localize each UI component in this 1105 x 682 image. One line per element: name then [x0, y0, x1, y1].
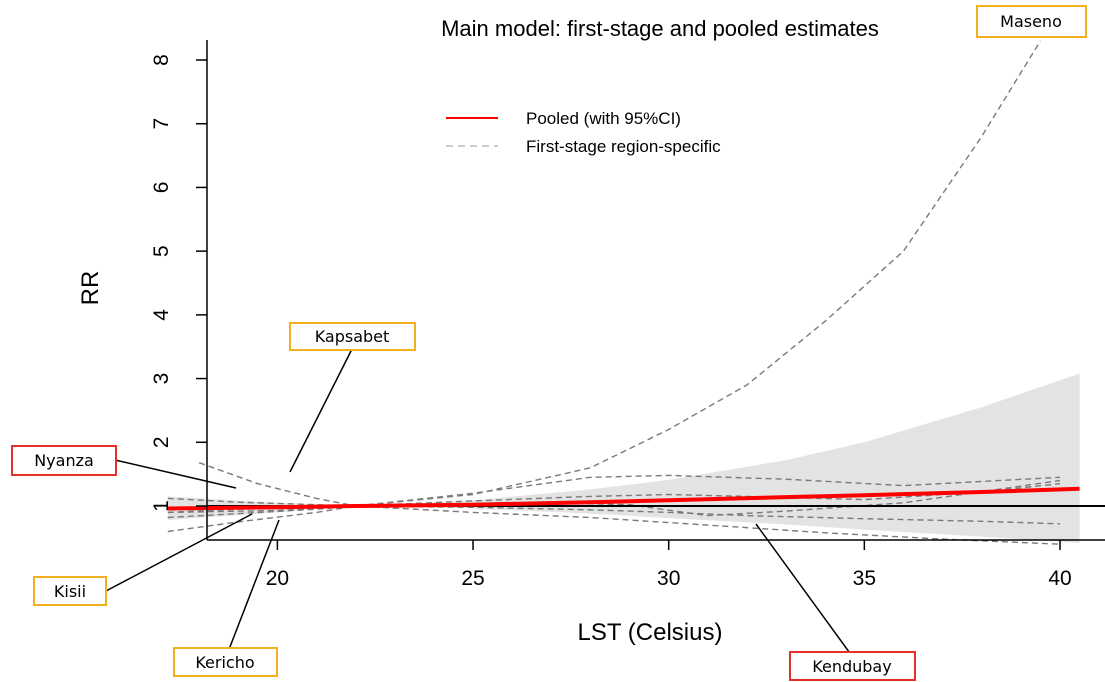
legend-label-regions: First-stage region-specific [526, 137, 721, 156]
y-tick-label-3: 3 [150, 373, 173, 385]
x-tick-label-40: 40 [1048, 567, 1071, 590]
region-line-kapsabet [198, 462, 1061, 545]
leader-kapsabet [289, 348, 353, 473]
pooled-line [167, 486, 1080, 511]
callout-nyanza: Nyanza [11, 445, 117, 476]
y-tick-label-1: 1 [150, 500, 173, 512]
y-tick-label-6: 6 [150, 182, 173, 194]
y-axis-ticks: 1 2 3 4 5 6 7 8 [150, 54, 207, 512]
leader-nyanza [114, 459, 237, 489]
x-tick-label-25: 25 [461, 567, 484, 590]
callout-kendubay: Kendubay [789, 651, 916, 681]
leader-kericho [227, 519, 280, 653]
callout-label-kericho: Kericho [195, 653, 254, 672]
x-axis-ticks: 20 25 30 35 40 [266, 540, 1072, 590]
callout-kisii: Kisii [33, 576, 107, 606]
x-tick-label-35: 35 [853, 567, 876, 590]
callout-label-nyanza: Nyanza [34, 451, 94, 470]
y-tick-label-8: 8 [150, 54, 173, 66]
callout-maseno: Maseno [976, 5, 1087, 38]
region-line-nyanza [167, 497, 1061, 525]
callout-label-kisii: Kisii [54, 582, 86, 601]
y-tick-label-4: 4 [150, 309, 173, 321]
y-tick-label-5: 5 [150, 245, 173, 257]
y-tick-label-7: 7 [150, 118, 173, 130]
region-line-kisii [167, 474, 1061, 519]
region-line-kericho [167, 483, 1061, 533]
callout-label-kapsabet: Kapsabet [315, 327, 390, 346]
x-tick-label-20: 20 [266, 567, 289, 590]
y-tick-label-2: 2 [150, 436, 173, 448]
callout-kapsabet: Kapsabet [289, 322, 416, 351]
callout-label-maseno: Maseno [1000, 12, 1062, 31]
legend-label-pooled: Pooled (with 95%CI) [526, 109, 681, 128]
callout-label-kendubay: Kendubay [812, 657, 891, 676]
x-axis-label: LST (Celsius) [578, 619, 723, 646]
y-axis-label: RR [77, 271, 104, 306]
x-tick-label-30: 30 [657, 567, 680, 590]
leader-kendubay [755, 523, 853, 657]
legend: Pooled (with 95%CI) First-stage region-s… [446, 109, 721, 156]
leader-kisii [105, 513, 253, 592]
pooled-ci-band [167, 373, 1080, 543]
callout-kericho: Kericho [173, 647, 278, 677]
chart-title: Main model: first-stage and pooled estim… [441, 16, 879, 41]
callout-leaders [105, 348, 853, 657]
